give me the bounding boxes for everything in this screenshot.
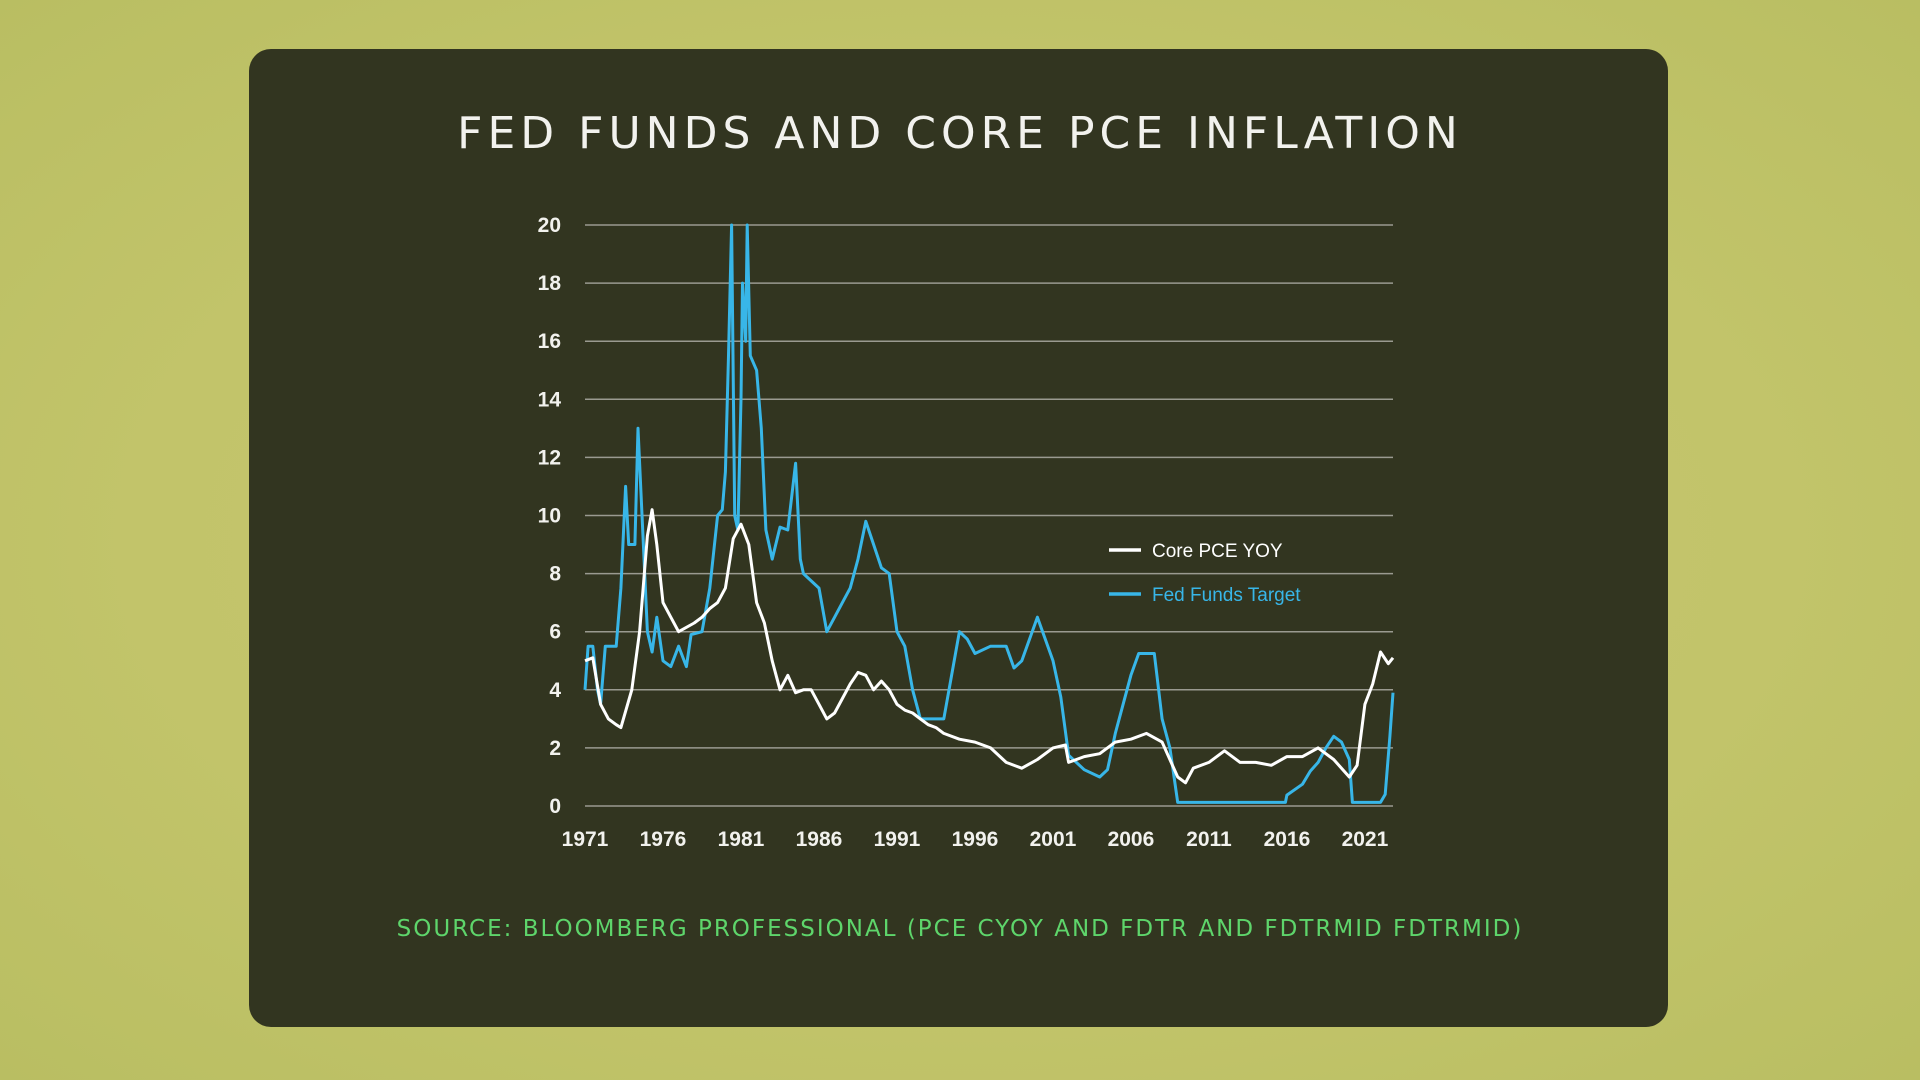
y-tick-label: 2 [549,737,561,760]
x-tick-label: 2016 [1264,828,1311,851]
y-tick-label: 6 [549,621,561,644]
y-tick-label: 0 [549,795,561,818]
chart-card [249,49,1668,1027]
y-tick-label: 8 [549,563,561,586]
x-tick-label: 1981 [718,828,765,851]
y-tick-label: 16 [538,330,561,353]
x-tick-label: 1976 [640,828,687,851]
x-tick-label: 1986 [796,828,843,851]
chart-title: FED FUNDS AND CORE PCE INFLATION [457,108,1463,159]
x-tick-label: 2006 [1108,828,1155,851]
y-tick-label: 4 [549,679,561,702]
source-note: SOURCE: BLOOMBERG PROFESSIONAL (PCE CYOY… [396,916,1524,942]
y-tick-label: 18 [538,272,562,295]
x-tick-label: 2011 [1186,828,1232,851]
series-line-fed-funds-target [583,223,1395,804]
y-tick-label: 20 [538,214,561,237]
legend-label: Core PCE YOY [1152,541,1283,562]
y-tick-label: 10 [538,505,561,528]
x-tick-label: 2001 [1030,828,1077,851]
x-tick-label: 1971 [562,828,609,851]
x-tick-label: 1996 [952,828,999,851]
series-line-core-pce-yoy [584,508,1395,785]
y-tick-label: 12 [538,446,561,469]
legend-label: Fed Funds Target [1152,585,1301,606]
y-tick-label: 14 [538,388,562,411]
x-tick-label: 2021 [1342,828,1389,851]
x-tick-label: 1991 [874,828,921,851]
